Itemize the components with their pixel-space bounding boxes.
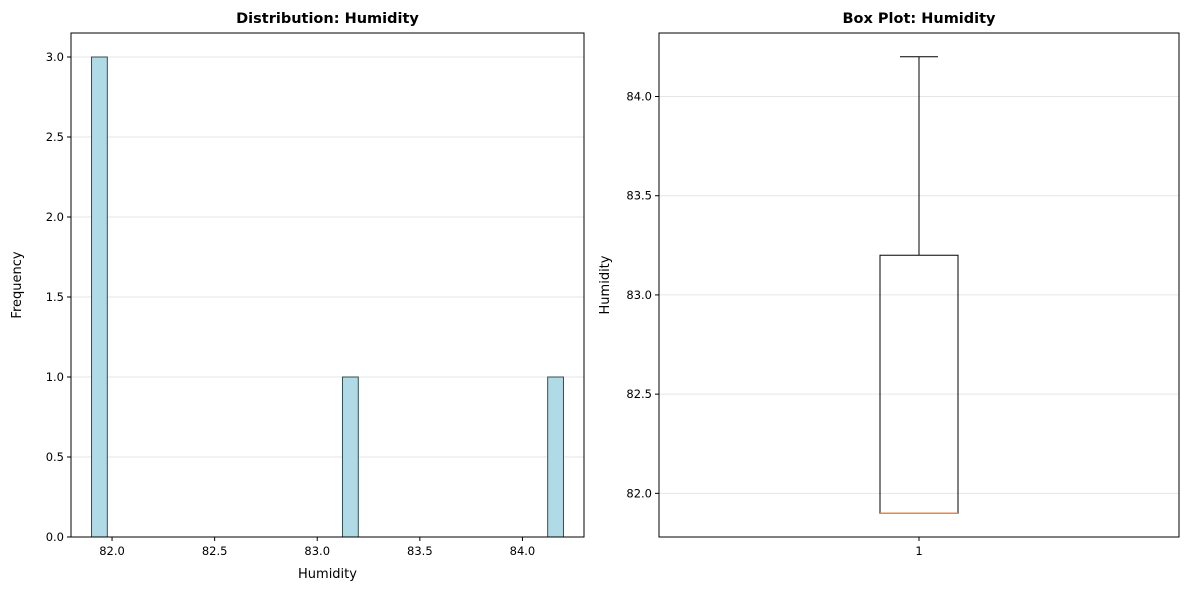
box-title: Box Plot: Humidity xyxy=(842,11,996,27)
histogram-bar xyxy=(341,376,359,538)
box-ytick-label: 82.5 xyxy=(626,387,652,401)
hist-xtick-label: 82.5 xyxy=(202,544,228,558)
hist-xlabel: Humidity xyxy=(298,567,357,582)
hist-xtick-label: 82.0 xyxy=(99,544,125,558)
boxplot-panel: 82.0 82.5 83.0 83.5 84.0 1 Box Plot: Humidity H… xyxy=(598,11,1180,558)
hist-ytick-label: 2.0 xyxy=(46,210,64,224)
histogram-panel: 0.0 0.5 1.0 1.5 2.0 2.5 3.0 82.0 82.5 83.0 83.5 84.… xyxy=(10,11,585,582)
histogram-bar xyxy=(91,56,108,538)
hist-ytick-label: 0.5 xyxy=(46,450,64,464)
box-xtick-label: 1 xyxy=(915,544,922,558)
hist-ytick-label: 1.0 xyxy=(46,370,64,384)
hist-ytick-label: 3.0 xyxy=(46,50,64,64)
hist-xtick-label: 83.0 xyxy=(304,544,330,558)
hist-xtick-label: 83.5 xyxy=(407,544,433,558)
box-ytick-label: 82.0 xyxy=(626,486,652,500)
hist-xtick-label: 84.0 xyxy=(510,544,536,558)
box-ytick-label: 83.5 xyxy=(626,189,652,203)
hist-axes-frame xyxy=(70,32,585,538)
hist-ytick-label: 0.0 xyxy=(46,530,64,544)
hist-ytick-label: 2.5 xyxy=(46,130,64,144)
hist-title: Distribution: Humidity xyxy=(236,11,419,27)
box-ytick-label: 84.0 xyxy=(626,89,652,103)
box-iqr xyxy=(879,254,959,514)
hist-ytick-label: 1.5 xyxy=(46,290,64,304)
hist-ylabel: Frequency xyxy=(10,251,25,318)
box-ytick-label: 83.0 xyxy=(626,288,652,302)
box-ylabel: Humidity xyxy=(598,255,613,314)
histogram-bar xyxy=(547,376,564,538)
